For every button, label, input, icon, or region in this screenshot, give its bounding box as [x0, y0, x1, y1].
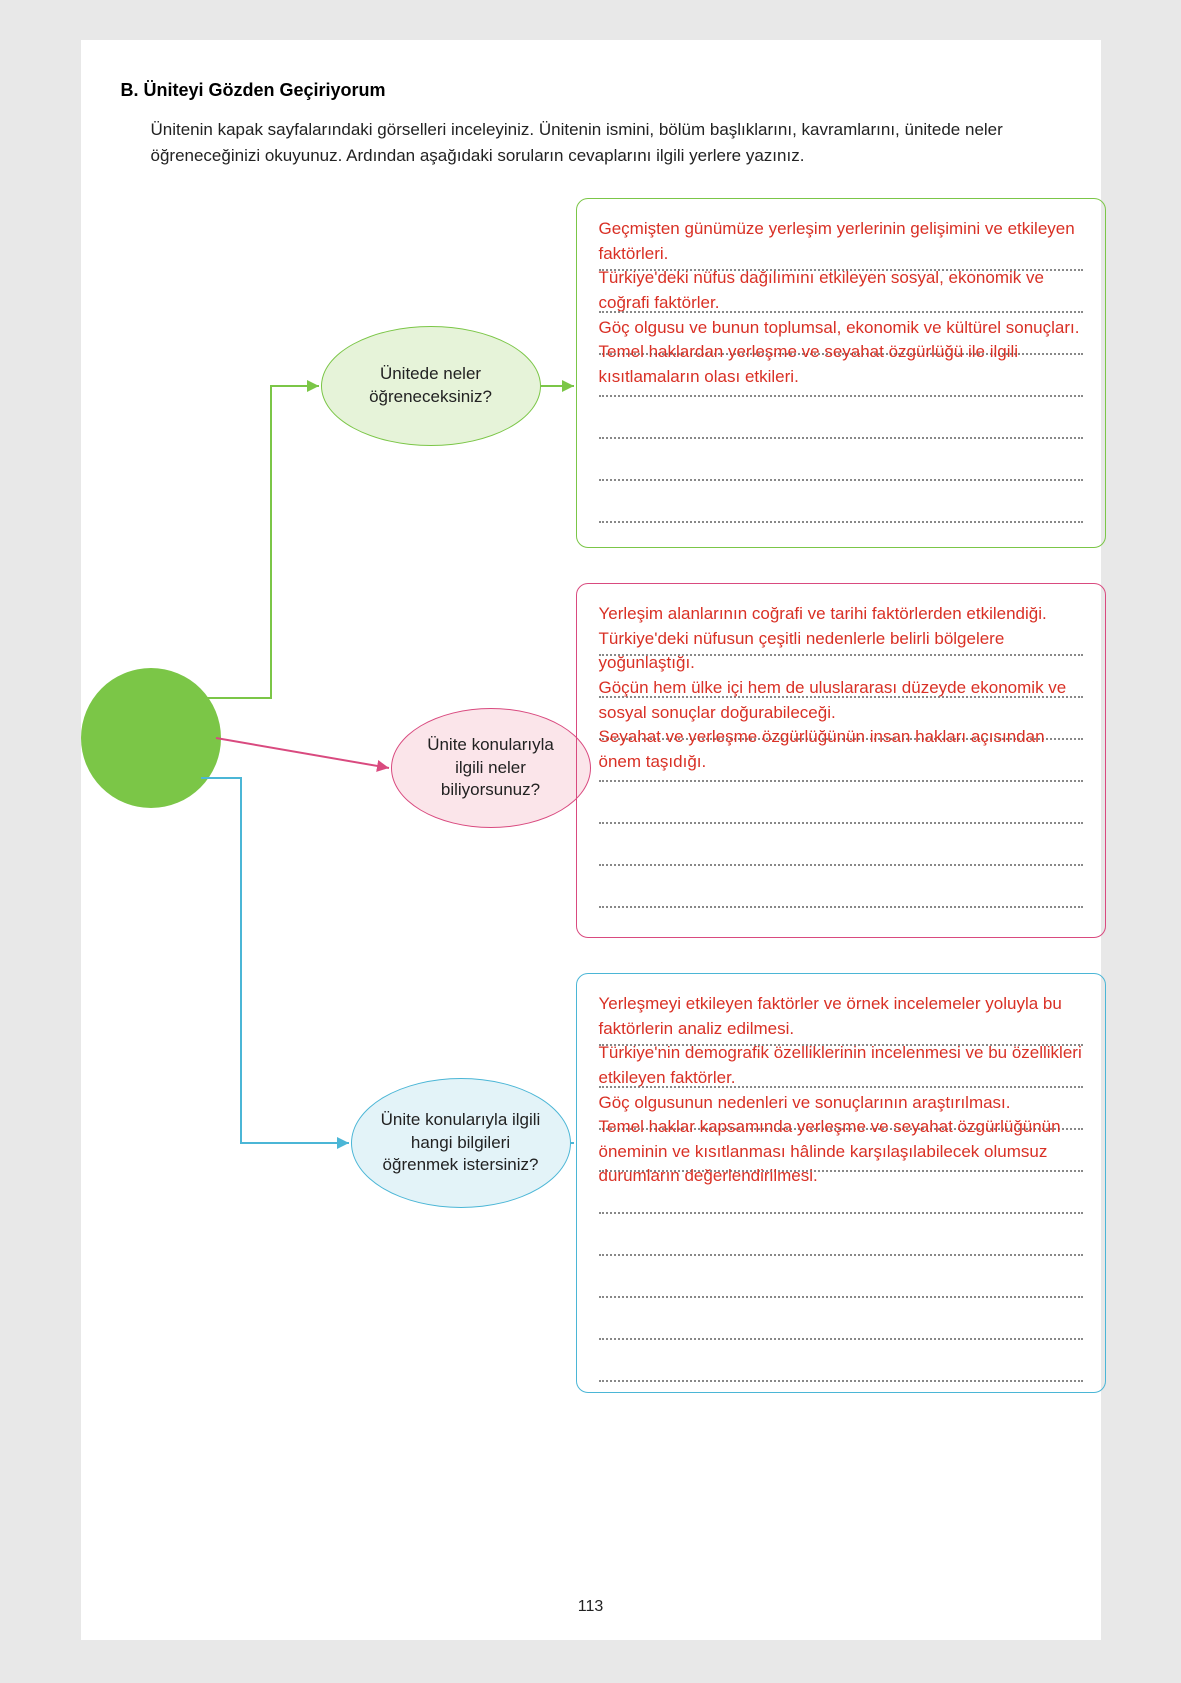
question-text-blue: Ünite konularıyla ilgili hangi bilgileri… — [372, 1109, 550, 1178]
question-text-pink: Ünite konularıyla ilgili neler biliyorsu… — [412, 734, 570, 803]
question-ellipse-blue: Ünite konularıyla ilgili hangi bilgileri… — [351, 1078, 571, 1208]
answer-text-pink: Yerleşim alanlarının coğrafi ve tarihi f… — [599, 602, 1083, 774]
mindmap-diagram: Ünitede neler öğreneceksiniz? Geçmişten … — [121, 198, 1061, 1578]
section-title: B. Üniteyi Gözden Geçiriyorum — [121, 80, 1061, 101]
question-ellipse-green: Ünitede neler öğreneceksiniz? — [321, 326, 541, 446]
page-number: 113 — [121, 1598, 1061, 1616]
intro-paragraph: Ünitenin kapak sayfalarındaki görselleri… — [151, 117, 1061, 168]
answer-text-blue: Yerleşmeyi etkileyen faktörler ve örnek … — [599, 992, 1083, 1189]
question-text-green: Ünitede neler öğreneceksiniz? — [342, 363, 520, 409]
answer-box-blue[interactable]: Yerleşmeyi etkileyen faktörler ve örnek … — [576, 973, 1106, 1393]
question-ellipse-pink: Ünite konularıyla ilgili neler biliyorsu… — [391, 708, 591, 828]
worksheet-page: B. Üniteyi Gözden Geçiriyorum Ünitenin k… — [81, 40, 1101, 1640]
hub-circle — [81, 668, 221, 808]
answer-text-green: Geçmişten günümüze yerleşim yerlerinin g… — [599, 217, 1083, 389]
answer-box-green[interactable]: Geçmişten günümüze yerleşim yerlerinin g… — [576, 198, 1106, 548]
answer-box-pink[interactable]: Yerleşim alanlarının coğrafi ve tarihi f… — [576, 583, 1106, 938]
